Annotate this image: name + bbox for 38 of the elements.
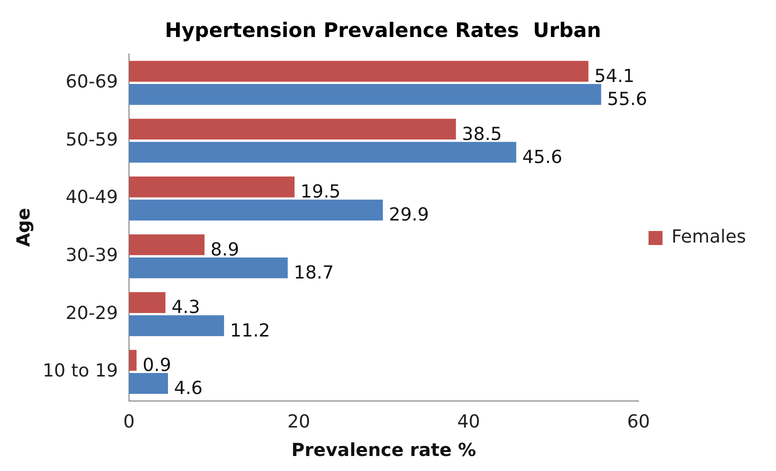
bar — [128, 84, 602, 105]
bar — [128, 350, 137, 371]
x-tick-label: 20 — [287, 411, 310, 432]
x-tick-label: 40 — [457, 411, 480, 432]
bar — [128, 234, 205, 256]
data-label: 8.9 — [210, 239, 240, 260]
y-tick-label: 60-69 — [66, 72, 118, 93]
y-tick-label: 30-39 — [66, 244, 118, 266]
data-label: 11.2 — [230, 320, 270, 342]
data-label: 45.6 — [522, 146, 562, 168]
bar — [128, 373, 168, 394]
bar — [128, 118, 456, 140]
bar — [128, 257, 288, 278]
bar — [128, 292, 166, 313]
data-label: 29.9 — [388, 204, 429, 226]
y-tick-label: 20-29 — [66, 302, 118, 324]
bar — [128, 315, 224, 336]
data-label: 18.7 — [294, 262, 334, 284]
y-tick-label: 10 to 19 — [42, 360, 118, 382]
bar — [128, 142, 516, 163]
data-label: 4.6 — [174, 378, 203, 400]
x-axis-title: Prevalence rate % — [291, 440, 476, 461]
bar — [128, 60, 588, 82]
x-tick-label: 0 — [123, 411, 135, 432]
data-label: 55.6 — [607, 89, 648, 110]
data-label: 38.5 — [462, 124, 502, 145]
data-label: 54.1 — [594, 66, 635, 88]
data-label: 19.5 — [300, 182, 341, 203]
data-label: 4.3 — [171, 297, 200, 318]
chart-title: Hypertension Prevalence Rates Urban — [164, 18, 602, 42]
y-tick-label: 50-59 — [66, 129, 118, 150]
data-label: 0.9 — [142, 355, 172, 376]
x-tick-label: 60 — [627, 411, 650, 432]
y-tick-label: 40-49 — [66, 187, 118, 208]
bar — [128, 176, 295, 198]
y-axis-title: Age — [13, 208, 34, 247]
legend-label: Females — [672, 226, 746, 248]
bar — [128, 200, 383, 220]
